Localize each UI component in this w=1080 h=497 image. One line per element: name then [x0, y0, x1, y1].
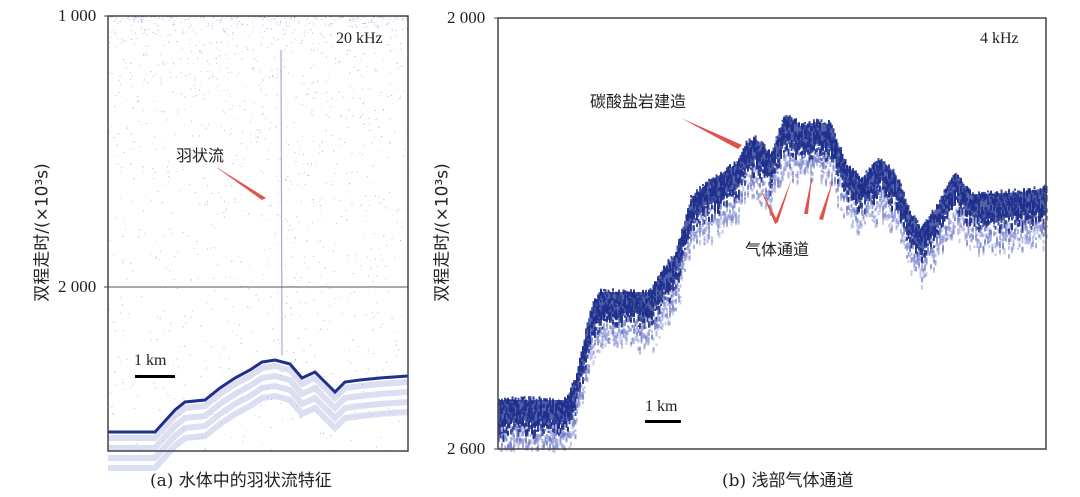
panel-b-scale-bar-label: 1 km [645, 398, 678, 415]
panel-b-carbonate-arrow [681, 118, 742, 149]
panel-b-scale-bar [645, 420, 681, 423]
panel-b-gas-channel-annotation: 气体通道 [745, 240, 810, 259]
panel-b-carbonate-annotation: 碳酸盐岩建造 [590, 92, 687, 111]
panel-b-gas-arrow [819, 180, 833, 220]
panel-a-frequency-label: 20 kHz [332, 28, 387, 50]
panel-b-gas-arrow [775, 178, 792, 222]
panel-b-ytick-bottom: 2 600 [447, 439, 486, 458]
panel-a-y-axis-label: 双程走时/(×10³s) [32, 163, 53, 302]
panel-a-ytick-mid: 2 000 [58, 277, 97, 296]
panel-a-scale-bar [135, 375, 175, 378]
panel-a-scale-bar-label: 1 km [134, 352, 167, 369]
panel-b-frequency-label: 4 kHz [980, 30, 1019, 47]
panel-a-plume-arrow [213, 165, 266, 200]
panel-b-frame [497, 17, 1047, 450]
panel-b-y-axis-label: 双程走时/(×10³s) [432, 163, 453, 302]
panel-a-subbottom-layer [108, 372, 409, 451]
panel-a-subbottom-layer [108, 362, 409, 441]
panel-a-ytick-top: 1 000 [58, 6, 97, 25]
panel-b-gas-arrow [804, 176, 812, 214]
panel-b-ytick-top: 2 000 [447, 8, 486, 27]
panel-a-subbottom-layer [108, 392, 409, 471]
panel-a-caption: (a) 水体中的羽状流特征 [150, 471, 332, 491]
panel-b-caption: (b) 浅部气体通道 [722, 471, 854, 491]
panel-b-seafloor-echo [498, 114, 1048, 453]
panel-a-plume-trace [280, 49, 283, 356]
panel-a-frame [107, 15, 409, 452]
panel-a-seafloor-reflector [108, 358, 409, 434]
panel-b-gas-arrow [760, 188, 778, 224]
panel-a-subbottom-layer [108, 382, 409, 461]
panel-a-plume-annotation: 羽状流 [170, 140, 231, 168]
